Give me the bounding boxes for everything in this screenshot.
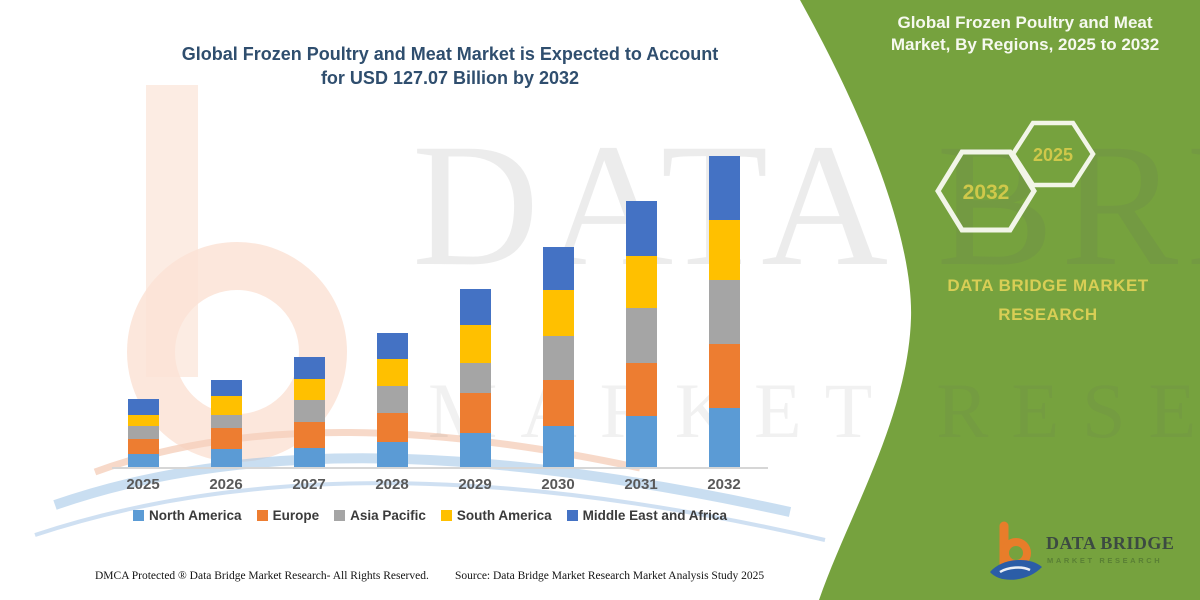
- dmca-notice: DMCA Protected ® Data Bridge Market Rese…: [95, 570, 429, 582]
- bar-segment-middle-east-and-africa: [459, 288, 491, 325]
- legend-item-north-america: North America: [133, 508, 242, 523]
- legend-label: Europe: [272, 508, 320, 523]
- bar-segment-asia-pacific: [210, 415, 242, 429]
- bar-segment-middle-east-and-africa: [542, 247, 574, 290]
- watermark-swoosh-blue-thin: [34, 481, 826, 542]
- bar-segment-asia-pacific: [293, 399, 325, 423]
- panel-brand-text: DATA BRIDGE MARKET RESEARCH: [928, 271, 1168, 329]
- bar-segment-north-america: [210, 448, 242, 468]
- bar-segment-south-america: [459, 324, 491, 363]
- bar-segment-middle-east-and-africa: [625, 201, 657, 256]
- bar-segment-europe: [127, 438, 159, 454]
- bar-segment-europe: [708, 344, 740, 409]
- bar-segment-middle-east-and-africa: [376, 333, 408, 360]
- bar-segment-south-america: [376, 359, 408, 386]
- legend-swatch: [440, 510, 452, 521]
- chart-title-line2: for USD 127.07 Billion by 2032: [320, 68, 580, 88]
- bar-segment-asia-pacific: [127, 426, 159, 439]
- green-panel-shape: [800, 0, 1200, 600]
- x-axis-line: [112, 467, 768, 469]
- bar-segment-europe: [542, 380, 574, 427]
- bar-segment-europe: [625, 362, 657, 417]
- bar-segment-middle-east-and-africa: [127, 399, 159, 416]
- bar-segment-north-america: [127, 454, 159, 468]
- legend-swatch: [566, 510, 578, 521]
- bar-segment-north-america: [459, 432, 491, 468]
- source-note: Source: Data Bridge Market Research Mark…: [455, 570, 765, 582]
- x-axis-label: 2030: [541, 476, 575, 493]
- bar-segment-north-america: [542, 426, 574, 468]
- logo-tagline: MARKET RESEARCH: [1047, 556, 1163, 565]
- logo-wordmark: DATA BRIDGE: [1046, 533, 1175, 553]
- side-panel-title-line2: Market, By Regions, 2025 to 2032: [890, 35, 1160, 54]
- bar-segment-asia-pacific: [459, 362, 491, 394]
- legend-item-asia-pacific: Asia Pacific: [334, 508, 426, 523]
- chart-title: Global Frozen Poultry and Meat Market is…: [130, 42, 770, 90]
- legend-label: North America: [149, 508, 242, 523]
- bar-segment-asia-pacific: [542, 335, 574, 381]
- bar-segment-europe: [376, 413, 408, 442]
- x-axis-label: 2032: [707, 476, 741, 493]
- bar-segment-south-america: [542, 289, 574, 336]
- bar-segment-south-america: [127, 415, 159, 427]
- x-axis-label: 2025: [126, 476, 160, 493]
- legend-label: Asia Pacific: [350, 508, 426, 523]
- bar-segment-europe: [459, 393, 491, 433]
- chart-title-line1: Global Frozen Poultry and Meat Market is…: [181, 44, 719, 64]
- panel-brand-line2: RESEARCH: [998, 305, 1098, 324]
- bar-segment-north-america: [708, 408, 740, 468]
- side-panel-title-line1: Global Frozen Poultry and Meat: [897, 13, 1153, 32]
- legend-swatch: [256, 510, 268, 521]
- chart-legend: North America Europe Asia Pacific South Ame…: [88, 508, 772, 523]
- legend-item-south-america: South America: [440, 508, 552, 523]
- logo-b-icon: [990, 521, 1042, 580]
- legend-label: South America: [456, 508, 552, 523]
- company-logo: DATA BRIDGE MARKET RESEARCH: [986, 520, 1176, 586]
- legend-item-europe: Europe: [256, 508, 320, 523]
- bar-segment-north-america: [376, 441, 408, 468]
- side-panel-title: Global Frozen Poultry and Meat Market, B…: [860, 12, 1190, 56]
- x-axis-label: 2026: [209, 476, 243, 493]
- bar-segment-middle-east-and-africa: [293, 356, 325, 379]
- legend-item-middle-east-and-africa: Middle East and Africa: [566, 508, 727, 523]
- bar-segment-middle-east-and-africa: [708, 156, 740, 220]
- bar-segment-south-america: [210, 396, 242, 416]
- bar-segment-middle-east-and-africa: [210, 380, 242, 397]
- legend-label: Middle East and Africa: [582, 508, 727, 523]
- bar-segment-north-america: [625, 416, 657, 468]
- legend-swatch: [133, 510, 145, 521]
- x-axis-label: 2027: [292, 476, 326, 493]
- bar-segment-europe: [293, 422, 325, 448]
- bar-segment-asia-pacific: [625, 308, 657, 363]
- legend-swatch: [334, 510, 346, 521]
- bar-segment-asia-pacific: [708, 279, 740, 344]
- bar-segment-europe: [210, 428, 242, 449]
- bar-segment-south-america: [625, 255, 657, 309]
- bar-segment-asia-pacific: [376, 385, 408, 414]
- x-axis-label: 2029: [458, 476, 492, 493]
- bar-segment-south-america: [708, 219, 740, 280]
- bar-segment-north-america: [293, 447, 325, 468]
- bar-segment-south-america: [293, 378, 325, 400]
- x-axis-label: 2028: [375, 476, 409, 493]
- x-axis-label: 2031: [624, 476, 658, 493]
- panel-brand-line1: DATA BRIDGE MARKET: [947, 276, 1149, 295]
